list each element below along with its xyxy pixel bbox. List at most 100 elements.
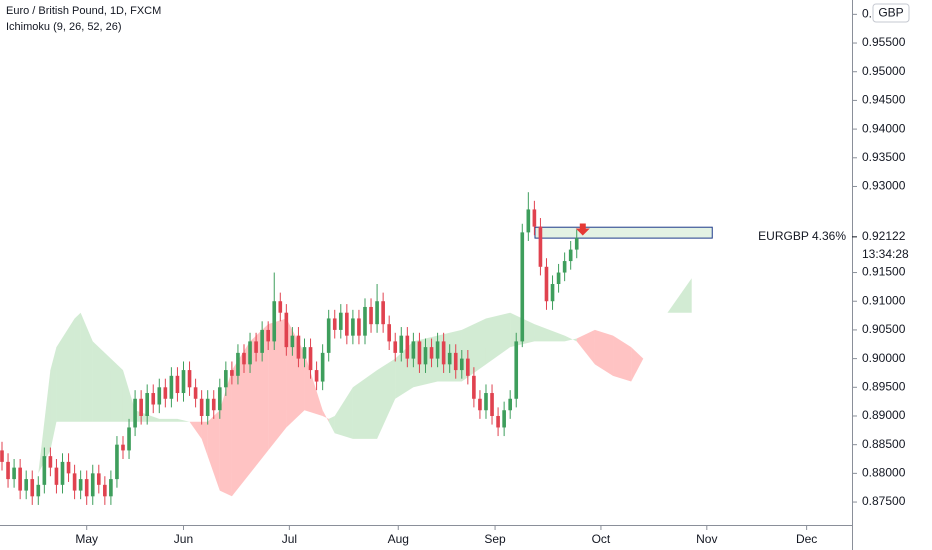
candle-body bbox=[121, 444, 125, 451]
candle-body bbox=[550, 284, 555, 302]
candle-body bbox=[417, 341, 422, 365]
cloud-segment bbox=[613, 335, 632, 382]
candle-body bbox=[399, 335, 404, 353]
candle-body bbox=[127, 427, 131, 451]
x-tick-label: Oct bbox=[592, 532, 611, 546]
cloud-segment bbox=[631, 347, 644, 382]
candle-body bbox=[133, 398, 137, 428]
candle-body bbox=[6, 461, 10, 480]
candle-body bbox=[296, 335, 301, 359]
candle-body bbox=[181, 370, 186, 394]
signal-marker bbox=[575, 223, 590, 236]
cloud-segment bbox=[564, 335, 577, 342]
candle-body bbox=[248, 341, 252, 365]
candle-body bbox=[84, 479, 89, 497]
candle-body bbox=[254, 341, 258, 353]
candle-body bbox=[48, 456, 53, 468]
candle-body bbox=[556, 272, 561, 285]
x-tick-label: Jul bbox=[282, 532, 297, 546]
y-tick-label: 0.88500 bbox=[862, 437, 906, 451]
candle-body bbox=[472, 375, 476, 399]
candle-body bbox=[496, 415, 500, 428]
cloud-segment bbox=[219, 370, 232, 497]
candle-body bbox=[163, 387, 168, 399]
candle-body bbox=[320, 352, 325, 382]
candle-body bbox=[42, 456, 47, 485]
x-tick-label: Dec bbox=[796, 532, 817, 546]
candle-body bbox=[260, 329, 264, 353]
y-tick-label: 0.93000 bbox=[862, 179, 906, 193]
candle-body bbox=[441, 341, 446, 365]
candle-body bbox=[236, 352, 240, 376]
cloud-segment bbox=[38, 370, 51, 474]
candle-body bbox=[459, 358, 464, 371]
cloud-segment bbox=[576, 329, 595, 365]
cloud-segment bbox=[56, 318, 75, 422]
candle-body bbox=[90, 473, 95, 497]
y-tick-label: 0.95000 bbox=[862, 64, 906, 78]
cloud-segment bbox=[207, 410, 220, 491]
candle-body bbox=[393, 341, 398, 353]
cloud-segment bbox=[328, 415, 335, 434]
candle-body bbox=[357, 318, 361, 336]
cloud-segment bbox=[534, 324, 565, 342]
candle-body bbox=[72, 473, 77, 491]
cloud-segment bbox=[159, 418, 178, 422]
x-tick-label: Nov bbox=[696, 532, 717, 546]
x-tick-label: Jun bbox=[174, 532, 193, 546]
candle-body bbox=[381, 301, 385, 325]
cloud-segment bbox=[177, 418, 190, 422]
cloud-segment bbox=[268, 318, 287, 451]
plot bbox=[0, 192, 713, 505]
candle-body bbox=[24, 479, 29, 491]
currency[interactable]: GBP bbox=[878, 6, 903, 20]
candle-body bbox=[230, 370, 234, 376]
candle-body bbox=[568, 249, 573, 262]
candle-body bbox=[478, 398, 482, 411]
currency-button[interactable] bbox=[872, 3, 910, 23]
candle-body bbox=[447, 352, 452, 365]
candle-body bbox=[278, 301, 283, 313]
candle-body bbox=[332, 318, 337, 330]
candle-body bbox=[0, 450, 4, 462]
candle-body bbox=[302, 347, 307, 359]
candle-body bbox=[18, 467, 22, 491]
cloud-segment bbox=[250, 324, 269, 474]
candle-body bbox=[36, 484, 41, 497]
candle-body bbox=[217, 387, 222, 411]
y-tick-label: 0.93500 bbox=[862, 150, 906, 164]
candle-body bbox=[453, 352, 458, 371]
candle-body bbox=[490, 393, 494, 416]
candle-body bbox=[351, 318, 355, 336]
candle-body bbox=[115, 444, 119, 480]
y-tick-label: 0.89000 bbox=[862, 408, 906, 422]
y-tick-label: 0.91500 bbox=[862, 265, 906, 279]
countdown: 13:34:28 bbox=[862, 247, 909, 261]
cloud-segment bbox=[352, 370, 378, 439]
cloud-segment bbox=[50, 347, 57, 451]
candle-body bbox=[157, 387, 162, 405]
candle-body bbox=[345, 312, 349, 336]
x-tick-label: May bbox=[75, 532, 98, 546]
y-tick-label: 0.95500 bbox=[862, 35, 906, 49]
x-tick-label: Sep bbox=[484, 532, 506, 546]
candle-body bbox=[429, 347, 434, 359]
candle-body bbox=[211, 398, 216, 411]
candle-body bbox=[387, 324, 392, 342]
cloud-segment bbox=[122, 370, 136, 422]
candle-body bbox=[544, 266, 549, 302]
candle-body bbox=[78, 479, 83, 491]
candle-body bbox=[405, 335, 410, 359]
y-tick-label: 0.90500 bbox=[862, 322, 906, 336]
candle-body bbox=[484, 393, 488, 411]
range-box bbox=[534, 226, 713, 239]
indicator-label: Ichimoku (9, 26, 52, 26) bbox=[6, 21, 122, 33]
candle-body bbox=[314, 370, 319, 382]
candle-body bbox=[54, 467, 59, 485]
cloud-segment bbox=[667, 278, 692, 313]
y-tick-label: 0.91000 bbox=[862, 293, 906, 307]
candle-body bbox=[151, 393, 156, 405]
